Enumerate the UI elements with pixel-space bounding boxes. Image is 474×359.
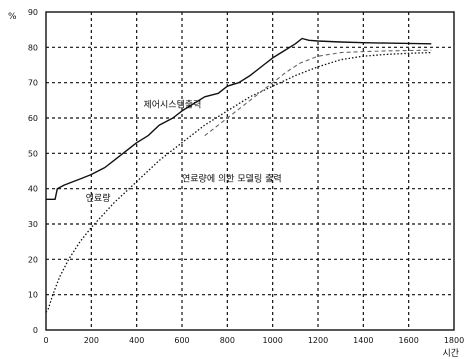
x-tick-label: 400 [129,336,144,345]
x-tick-label: 1200 [308,336,328,345]
plot-frame [45,11,455,331]
x-tick-label: 800 [220,336,235,345]
y-tick-label: 30 [28,220,38,229]
series-line-1 [46,37,432,201]
tick-labels: 0 200 400 600 800 1000 1200 1400 1600 1800 0 10 20 30… [28,8,464,345]
y-tick-label: 10 [28,291,38,300]
x-axis-unit: 시간 [442,348,459,359]
series-line-3 [204,49,432,137]
x-tick-label: 0 [43,336,48,345]
annotation-label: 연료량 [86,192,111,204]
x-tick-label: 1000 [262,336,282,345]
annotation-label: 제어시스템출력 [143,98,201,110]
y-tick-label: 20 [28,255,38,264]
grid [46,12,454,330]
series-lines [45,37,432,313]
series-line-2 [45,51,432,313]
y-axis-unit: % [8,12,17,22]
y-tick-label: 70 [28,79,38,88]
y-tick-label: 40 [28,185,38,194]
x-tick-label: 1800 [444,336,464,345]
x-tick-label: 600 [174,336,189,345]
y-tick-label: 80 [28,43,38,52]
y-tick-label: 0 [33,326,38,335]
x-tick-label: 1600 [398,336,418,345]
annotation-label: 연료량에 의한 모델링 출력 [182,173,282,185]
x-tick-label: 200 [84,336,99,345]
x-tick-label: 1400 [353,336,373,345]
y-tick-label: 60 [28,114,38,123]
y-tick-label: 90 [28,8,38,17]
y-tick-label: 50 [28,149,38,158]
